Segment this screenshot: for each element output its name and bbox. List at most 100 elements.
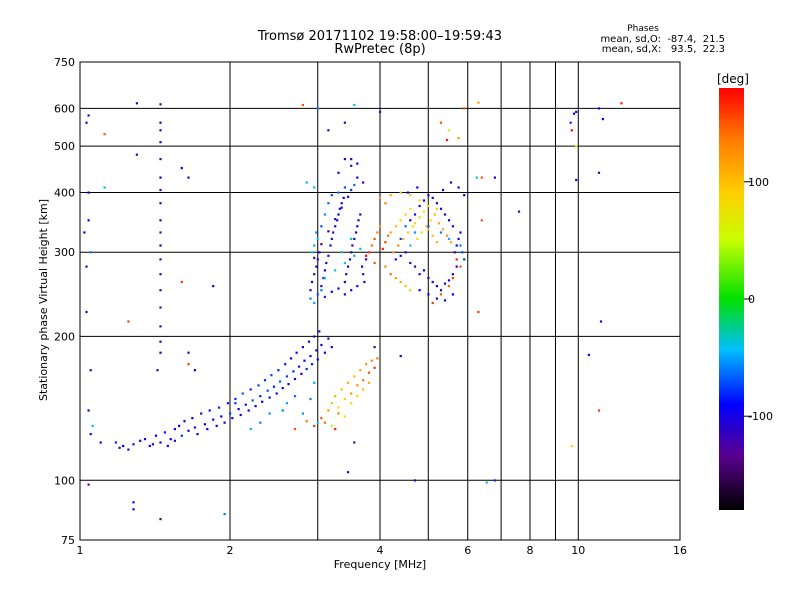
data-point <box>449 241 453 244</box>
data-point <box>327 254 330 257</box>
data-point <box>270 374 273 377</box>
data-point <box>187 363 190 366</box>
data-point <box>313 424 316 427</box>
data-point <box>422 210 426 213</box>
data-point <box>334 225 337 228</box>
x-tick-label: 1 <box>77 544 84 557</box>
data-point <box>406 191 410 194</box>
data-point <box>327 337 330 340</box>
data-point <box>320 285 323 288</box>
y-tick-label: 300 <box>54 246 75 259</box>
data-point <box>85 310 88 314</box>
data-point <box>336 219 339 222</box>
data-point <box>309 297 312 300</box>
data-point <box>180 280 183 284</box>
data-point <box>418 204 421 208</box>
colorbar-tick-label: 100 <box>748 176 769 189</box>
data-point <box>569 121 572 124</box>
data-point <box>413 213 417 216</box>
data-point <box>463 107 466 110</box>
data-point <box>418 289 421 292</box>
data-point <box>389 231 392 234</box>
data-point <box>234 397 237 401</box>
data-point <box>309 397 312 401</box>
data-point <box>343 261 346 265</box>
data-point <box>373 346 376 349</box>
data-point <box>373 261 376 265</box>
data-point <box>287 383 290 386</box>
y-tick-label: 750 <box>54 56 75 69</box>
data-point <box>316 293 319 296</box>
data-point <box>337 287 340 290</box>
data-point <box>362 181 365 184</box>
data-point <box>480 219 483 222</box>
data-point <box>323 421 326 424</box>
data-point <box>373 366 376 369</box>
data-point <box>295 351 298 354</box>
data-point <box>316 107 319 110</box>
data-point <box>376 357 379 360</box>
data-point <box>231 417 234 420</box>
data-point <box>431 301 434 305</box>
data-point <box>334 395 337 398</box>
data-point <box>173 428 176 431</box>
data-point <box>373 237 376 240</box>
data-point <box>447 219 451 222</box>
data-point <box>279 380 282 383</box>
data-point <box>315 349 318 352</box>
data-point <box>597 409 601 412</box>
data-point <box>89 369 92 372</box>
data-point <box>316 237 319 240</box>
data-point <box>399 355 402 358</box>
data-point <box>343 280 346 284</box>
data-point <box>455 265 458 268</box>
data-point <box>359 213 362 216</box>
data-point <box>402 237 405 240</box>
data-point <box>292 370 295 373</box>
data-point <box>422 199 426 202</box>
data-point <box>159 518 162 521</box>
data-point <box>127 448 130 451</box>
data-point <box>99 441 102 444</box>
data-point <box>425 225 428 228</box>
stats-line-o: mean, sd,O: -87.4, 21.5 <box>600 34 725 45</box>
data-point <box>399 191 402 194</box>
data-point <box>320 417 323 420</box>
data-point <box>379 196 382 199</box>
data-point <box>429 219 432 222</box>
data-point <box>229 412 232 415</box>
data-point <box>439 289 443 292</box>
data-point <box>350 188 353 192</box>
data-point <box>337 171 340 174</box>
data-point <box>132 501 135 504</box>
data-point <box>103 186 106 189</box>
data-point <box>394 225 397 228</box>
data-point <box>439 293 443 296</box>
data-point <box>159 340 162 343</box>
data-point <box>323 213 326 216</box>
data-point <box>159 202 162 205</box>
stats-line-x: mean, sd,X: 93.5, 22.3 <box>602 44 725 55</box>
data-point <box>156 369 159 372</box>
data-point <box>139 439 142 442</box>
x-tick-label: 2 <box>227 544 234 557</box>
data-point <box>318 251 321 254</box>
data-point <box>187 176 190 179</box>
data-point <box>409 244 412 247</box>
data-point <box>370 244 373 247</box>
data-point <box>159 289 162 292</box>
data-point <box>327 409 330 412</box>
data-point <box>135 153 138 156</box>
data-point <box>359 369 362 372</box>
data-point <box>254 405 257 408</box>
data-point <box>399 280 402 284</box>
data-point <box>570 444 573 448</box>
chart-subtitle: RwPretec (8p) <box>334 42 425 57</box>
grid <box>79 61 681 541</box>
data-point <box>447 129 451 132</box>
y-tick-label: 600 <box>54 102 75 115</box>
data-point <box>159 141 162 144</box>
data-point <box>305 420 308 423</box>
y-tick-label: 400 <box>54 186 75 199</box>
